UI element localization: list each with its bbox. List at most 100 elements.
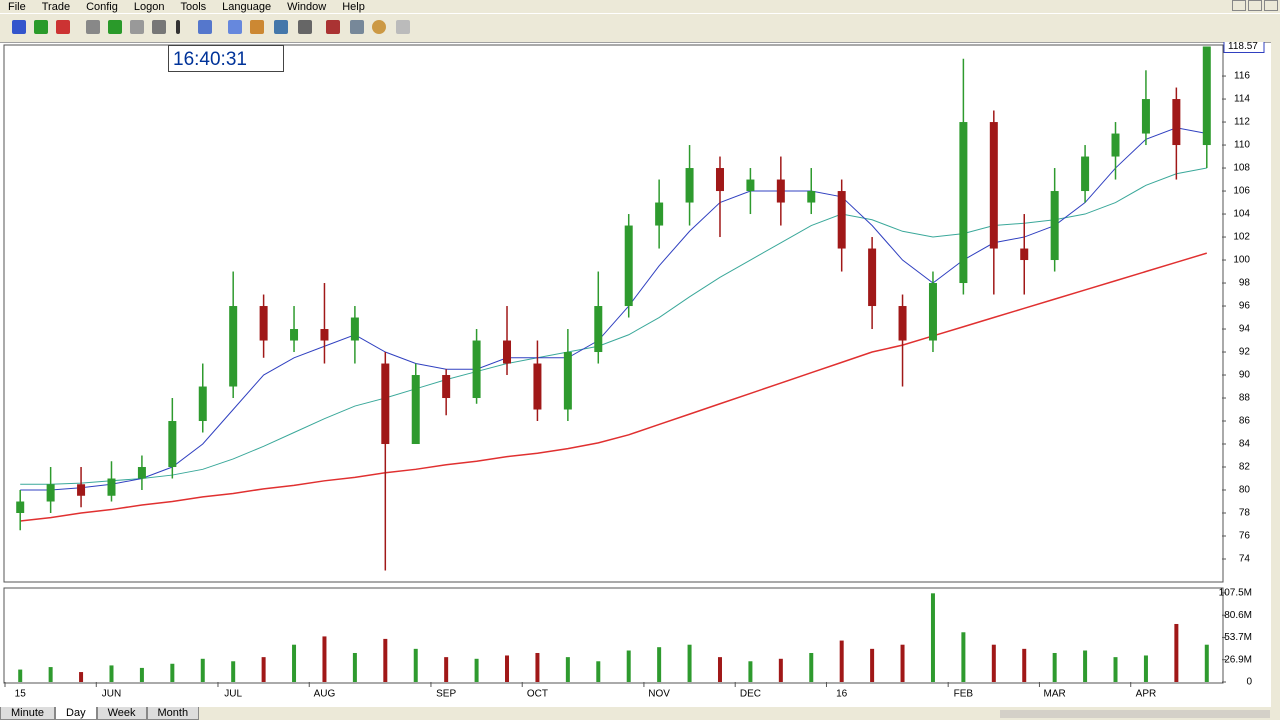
candle-body — [868, 248, 877, 307]
toolbar-button[interactable] — [34, 20, 48, 34]
menu-item[interactable]: Trade — [41, 0, 71, 13]
toolbar-button[interactable] — [176, 20, 180, 34]
menu-item[interactable]: Language — [222, 0, 272, 13]
volume-bar — [778, 658, 783, 682]
y-tick-label: 88 — [1239, 393, 1251, 404]
volume-bar — [687, 644, 692, 682]
volume-bar — [1083, 650, 1088, 682]
candle-body — [168, 421, 177, 468]
restore-button[interactable] — [1248, 0, 1262, 11]
volume-bar — [809, 652, 814, 682]
candle-body — [624, 225, 633, 307]
candle-body — [381, 363, 390, 445]
candle-body — [989, 122, 998, 249]
x-tick-label: JUL — [224, 689, 242, 700]
close-button[interactable] — [1264, 0, 1278, 11]
menu-item[interactable]: Window — [287, 0, 327, 13]
minimize-button[interactable] — [1232, 0, 1246, 11]
volume-bar — [596, 661, 601, 682]
candle-body — [46, 484, 55, 502]
toolbar-button[interactable] — [12, 20, 26, 34]
candle-body — [1081, 156, 1090, 192]
candle-body — [229, 306, 238, 387]
candle-body — [655, 202, 664, 226]
toolbar-button[interactable] — [56, 20, 70, 34]
toolbar-button[interactable] — [152, 20, 166, 34]
toolbar-button[interactable] — [130, 20, 144, 34]
toolbar — [0, 14, 1280, 43]
volume-bar — [870, 648, 875, 682]
volume-bar — [505, 655, 510, 682]
volume-bar — [717, 657, 722, 682]
candle-body — [77, 484, 86, 496]
toolbar-button[interactable] — [86, 20, 100, 34]
volume-bar — [839, 640, 844, 682]
toolbar-button[interactable] — [298, 20, 312, 34]
volume-bar — [1052, 652, 1057, 682]
volume-bar — [200, 658, 205, 682]
x-tick-label: APR — [1136, 689, 1157, 700]
volume-bar — [1113, 657, 1118, 682]
volume-bar — [383, 638, 388, 682]
candle-body — [533, 363, 542, 410]
candle-body — [198, 386, 207, 422]
toolbar-button[interactable] — [198, 20, 212, 34]
volume-bar — [444, 657, 449, 682]
toolbar-button[interactable] — [250, 20, 264, 34]
toolbar-button[interactable] — [228, 20, 242, 34]
volume-tick-label: 0 — [1246, 677, 1252, 688]
volume-bar — [626, 650, 631, 682]
tab[interactable]: Week — [96, 707, 147, 720]
tab[interactable]: Month — [146, 707, 200, 720]
candle-body — [1172, 99, 1181, 146]
toolbar-button[interactable] — [350, 20, 364, 34]
toolbar-button[interactable] — [274, 20, 288, 34]
candle-body — [1111, 133, 1120, 157]
menu-item[interactable]: Config — [86, 0, 118, 13]
vertical-scrollbar[interactable] — [1271, 42, 1280, 707]
x-tick-label: 16 — [836, 689, 848, 700]
menu-item[interactable]: Tools — [180, 0, 207, 13]
toolbar-button[interactable] — [396, 20, 410, 34]
volume-bar — [231, 661, 236, 682]
x-tick-label: AUG — [314, 689, 336, 700]
y-tick-label: 74 — [1239, 554, 1251, 565]
y-tick-label: 86 — [1239, 416, 1251, 427]
y-tick-label: 106 — [1233, 186, 1250, 197]
volume-bar — [900, 644, 905, 682]
moving-average — [20, 252, 1208, 522]
toolbar-button[interactable] — [326, 20, 340, 34]
y-tick-label: 102 — [1233, 232, 1250, 243]
volume-bar — [352, 652, 357, 682]
volume-bar — [535, 652, 540, 682]
menu-item[interactable]: Help — [342, 0, 365, 13]
menu-item[interactable]: Logon — [133, 0, 165, 13]
candle-body — [137, 467, 146, 479]
volume-bar — [748, 661, 753, 682]
candle-body — [837, 191, 846, 249]
volume-bar — [1022, 648, 1027, 682]
candle-body — [16, 501, 25, 514]
tab-bar: Minute Day Week Month — [0, 707, 1280, 720]
toolbar-button[interactable] — [108, 20, 122, 34]
candle-body — [928, 283, 937, 341]
y-tick-label: 104 — [1233, 209, 1250, 220]
volume-bar — [413, 648, 418, 682]
tab[interactable]: Minute — [0, 707, 56, 720]
last-price-box — [1223, 42, 1265, 53]
y-tick-label: 116 — [1234, 71, 1250, 82]
candle-body — [290, 329, 299, 341]
y-tick-label: 100 — [1233, 255, 1250, 266]
toolbar-button[interactable] — [372, 20, 386, 34]
tab[interactable]: Day — [55, 707, 97, 720]
y-tick-label: 78 — [1239, 508, 1251, 519]
menu-item[interactable]: File — [8, 0, 26, 13]
volume-bar — [48, 667, 53, 682]
volume-bar — [961, 632, 966, 682]
horizontal-scrollbar[interactable] — [1000, 710, 1270, 718]
candle-body — [1141, 99, 1150, 134]
volume-bar — [79, 672, 84, 682]
volume-tick-label: 26.9M — [1224, 654, 1252, 665]
candle-body — [563, 352, 572, 410]
candle-body — [685, 168, 694, 203]
